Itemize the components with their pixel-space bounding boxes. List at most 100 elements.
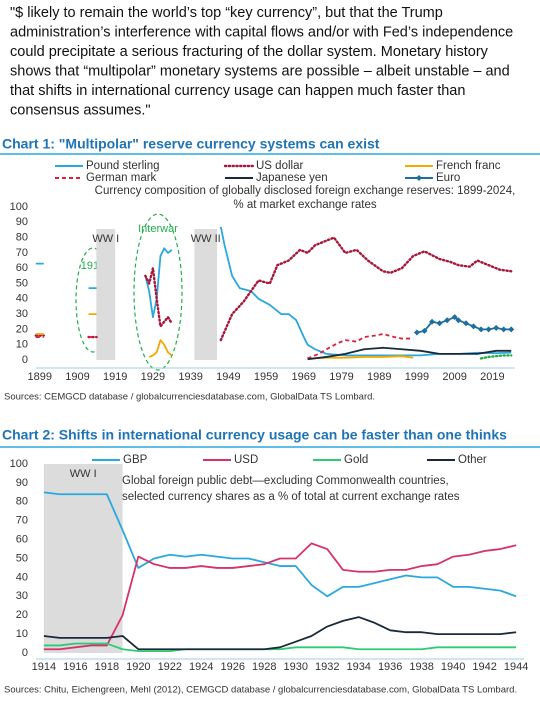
point-marker <box>429 318 436 325</box>
point-marker <box>493 324 500 331</box>
legend-label: French franc <box>436 160 501 172</box>
series-line <box>43 616 517 651</box>
header-text: administration’s interference with capit… <box>10 24 513 40</box>
x-tick-label: 2019 <box>480 371 504 383</box>
legend-label: GBP <box>123 454 148 466</box>
series-line <box>35 226 512 357</box>
point-marker <box>485 326 492 333</box>
point-marker <box>451 314 458 321</box>
y-tick-label: 30 <box>16 308 28 320</box>
period-label: WW I <box>92 233 119 245</box>
source: Sources: CEMGCD database / globalcurrenc… <box>4 392 375 403</box>
x-tick-label: 2009 <box>442 371 466 383</box>
y-tick-label: 40 <box>16 571 28 583</box>
x-tick-label: 1938 <box>409 661 433 673</box>
period-label: WW II <box>191 233 221 245</box>
x-tick-label: 1928 <box>252 661 276 673</box>
x-tick-label: 1932 <box>315 661 339 673</box>
x-tick-label: 1924 <box>189 661 213 673</box>
y-tick-label: 40 <box>16 293 28 305</box>
x-tick-label: 1934 <box>346 661 370 673</box>
legend-label: Japanese yen <box>256 172 328 184</box>
x-tick-label: 1929 <box>141 371 165 383</box>
point-marker <box>508 326 515 333</box>
y-tick-label: 50 <box>16 552 28 564</box>
x-tick-label: 1930 <box>283 661 307 673</box>
y-tick-label: 60 <box>16 534 28 546</box>
x-tick-label: 1989 <box>367 371 391 383</box>
legend-label: USD <box>234 454 258 466</box>
point-marker <box>421 327 428 334</box>
x-tick-label: 1914 <box>32 661 56 673</box>
x-tick-label: 1944 <box>504 661 528 673</box>
x-tick-label: 1936 <box>378 661 402 673</box>
series-line <box>35 333 414 360</box>
y-tick-label: 10 <box>16 339 28 351</box>
series-line <box>43 642 517 653</box>
y-tick-label: 90 <box>16 216 28 228</box>
subtitle: Global foreign public debt—excluding Com… <box>122 475 449 487</box>
y-tick-label: 70 <box>16 247 28 259</box>
x-tick-label: 1949 <box>216 371 240 383</box>
y-tick-label: 30 <box>16 590 28 602</box>
y-tick-label: 100 <box>10 201 28 213</box>
legend-label: Euro <box>436 172 460 184</box>
point-marker <box>470 323 477 330</box>
x-tick-label: 1920 <box>126 661 150 673</box>
x-tick-label: 1959 <box>254 371 278 383</box>
shaded-period <box>194 229 218 360</box>
legend-label: Gold <box>344 454 368 466</box>
series-line <box>43 542 517 651</box>
legend-marker <box>416 175 422 181</box>
series-line <box>307 346 512 361</box>
point-marker <box>413 329 420 336</box>
y-tick-label: 10 <box>16 628 28 640</box>
x-tick-label: 1969 <box>292 371 316 383</box>
point-marker <box>500 326 507 333</box>
header-text: "$ likely to remain the world’s top “key… <box>10 5 443 21</box>
x-tick-label: 1918 <box>95 661 119 673</box>
x-tick-label: 1942 <box>472 661 496 673</box>
y-tick-label: 0 <box>22 354 28 366</box>
y-tick-label: 50 <box>16 277 28 289</box>
x-tick-label: 1916 <box>63 661 87 673</box>
shaded-period <box>43 464 123 653</box>
point-marker <box>444 317 451 324</box>
series-line <box>479 354 513 360</box>
x-tick-label: 1899 <box>28 371 52 383</box>
period-label: WW I <box>70 468 97 480</box>
series-line <box>43 491 517 598</box>
header-text: that shifts in international currency us… <box>10 83 465 99</box>
x-tick-label: 1939 <box>178 371 202 383</box>
x-tick-label: 1909 <box>65 371 89 383</box>
highlight-interwar <box>133 213 183 371</box>
legend-label: German mark <box>86 172 157 184</box>
legend-label: Pound sterling <box>86 160 160 172</box>
y-tick-label: 80 <box>16 496 28 508</box>
subtitle: % at market exchange rates <box>233 199 376 211</box>
x-tick-label: 1940 <box>441 661 465 673</box>
y-tick-label: 70 <box>16 515 28 527</box>
subtitle: selected currency shares as a % of total… <box>122 491 460 503</box>
subtitle: Currency composition of globally disclos… <box>95 185 516 197</box>
point-marker <box>478 326 485 333</box>
y-tick-label: 60 <box>16 262 28 274</box>
y-tick-label: 80 <box>16 232 28 244</box>
y-tick-label: 100 <box>10 458 28 470</box>
x-tick-label: 1922 <box>158 661 182 673</box>
header-text: consensus assumes." <box>10 102 151 118</box>
y-tick-label: 20 <box>16 323 28 335</box>
legend-label: US dollar <box>256 160 303 172</box>
y-tick-label: 90 <box>16 477 28 489</box>
chart-title: Chart 1: "Multipolar" reserve currency s… <box>2 136 380 152</box>
shaded-period <box>96 229 116 360</box>
annotation: Interwar <box>138 223 178 235</box>
header-text: shows that “multipolar” monetary systems… <box>10 63 510 79</box>
x-tick-label: 1926 <box>221 661 245 673</box>
series-line <box>416 316 512 334</box>
x-tick-label: 1979 <box>329 371 353 383</box>
point-marker <box>455 317 462 324</box>
x-tick-label: 1919 <box>103 371 127 383</box>
chart-title: Chart 2: Shifts in international currenc… <box>2 427 507 443</box>
